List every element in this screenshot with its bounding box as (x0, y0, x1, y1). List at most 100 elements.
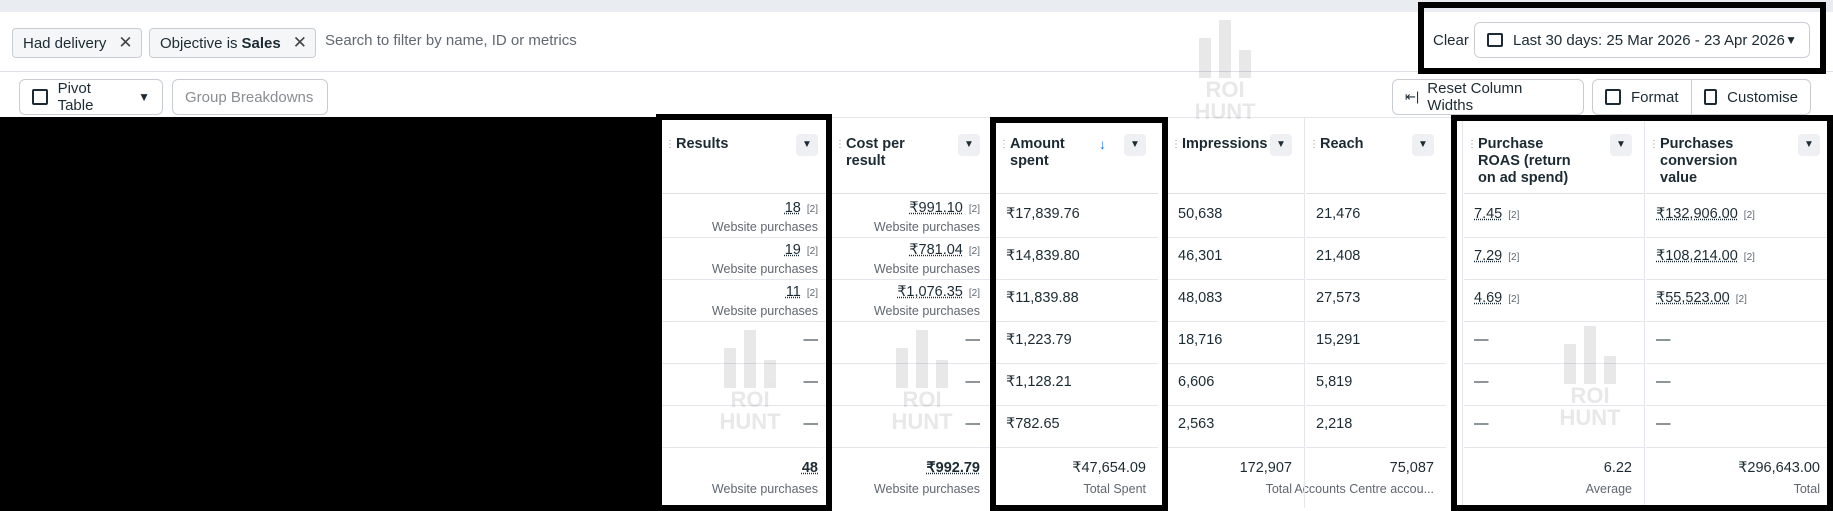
attribution-setting-badge[interactable]: [2] (1743, 210, 1755, 221)
cell-pcv[interactable]: ₹132,906.00 (1656, 206, 1738, 222)
column-header-results[interactable]: ⋮ Results ▼ (662, 118, 830, 194)
column-dropdown-icon[interactable]: ▼ (1412, 134, 1434, 156)
cell-results[interactable]: 18 (784, 200, 801, 216)
table-row: ₹782.65 (996, 406, 1158, 448)
table-row: 27,573 (1306, 280, 1446, 322)
cell-pcv: — (1656, 332, 1671, 348)
cell-value-container: ₹991.10 [2] (909, 200, 980, 216)
column-header-amount[interactable]: ⋮ Amount spent ↓ ▼ (996, 118, 1158, 194)
clear-button[interactable]: Clear (1433, 32, 1469, 49)
cell-value-container: — (966, 374, 981, 390)
total-sublabel: Average (1585, 482, 1632, 496)
attribution-setting-badge[interactable]: [2] (1743, 252, 1755, 263)
column-dropdown-icon[interactable]: ▼ (1124, 134, 1146, 156)
column-header-cost[interactable]: ⋮ Cost per result ▼ (832, 118, 992, 194)
cell-cost[interactable]: ₹991.10 (909, 200, 963, 216)
column-divider[interactable] (1166, 118, 1167, 508)
table-row: 21,476 (1306, 196, 1446, 238)
filter-chip-had-delivery[interactable]: Had delivery ✕ (12, 28, 142, 58)
drag-handle-icon[interactable]: ⋮ (835, 139, 845, 150)
table-row: 11 [2] Website purchases (662, 280, 830, 322)
cell-results[interactable]: 11 (785, 284, 801, 300)
search-input[interactable]: Search to filter by name, ID or metrics (325, 32, 577, 49)
cell-value-container: 4.69 [2] (1474, 290, 1519, 306)
cell-impressions: 50,638 (1178, 206, 1223, 222)
attribution-setting-badge[interactable]: [2] (806, 204, 818, 215)
customise-button[interactable]: Customise (1691, 79, 1811, 115)
reset-column-widths-button[interactable]: ⇤| Reset Column Widths (1392, 79, 1584, 115)
date-range-picker[interactable]: Last 30 days: 25 Mar 2026 - 23 Apr 2026 … (1474, 22, 1810, 58)
column-divider[interactable] (1462, 118, 1463, 508)
cell-value-container: 21,408 (1316, 248, 1360, 264)
table-row: ₹108,214.00 [2] (1646, 238, 1832, 280)
column-divider[interactable] (830, 118, 831, 508)
pivot-table-button[interactable]: Pivot Table ▼ (19, 79, 163, 115)
attribution-setting-badge[interactable]: [2] (1508, 252, 1520, 263)
drag-handle-icon[interactable]: ⋮ (665, 139, 675, 150)
column-roas: ⋮ Purchase ROAS (return on ad spend) ▼ 7.45… (1464, 118, 1644, 508)
column-header-label: Results (676, 136, 729, 152)
cell-cost: — (965, 332, 981, 348)
cell-amount: ₹14,839.80 (1006, 248, 1080, 264)
filter-chip-objective[interactable]: Objective is Sales ✕ (149, 28, 316, 58)
column-header-reach[interactable]: ⋮ Reach ▼ (1306, 118, 1446, 194)
cell-impressions: 48,083 (1178, 290, 1223, 306)
cell-value-container: 5,819 (1316, 374, 1352, 390)
cell-value-container: — (804, 374, 819, 390)
column-dropdown-icon[interactable]: ▼ (796, 134, 818, 156)
close-icon[interactable]: ✕ (118, 33, 133, 52)
filter-bar: Had delivery ✕ Objective is Sales ✕ Sear… (0, 12, 1833, 72)
attribution-setting-badge[interactable]: [2] (1508, 210, 1520, 221)
cell-results: — (803, 416, 819, 432)
column-header-roas[interactable]: ⋮ Purchase ROAS (return on ad spend) ▼ (1464, 118, 1644, 194)
drag-handle-icon[interactable]: ⋮ (999, 139, 1009, 150)
cell-roas[interactable]: 7.29 (1474, 248, 1503, 264)
total-results: 48 (801, 460, 818, 476)
table-row: 6,606 (1168, 364, 1304, 406)
table-row: 15,291 (1306, 322, 1446, 364)
column-dropdown-icon[interactable]: ▼ (1610, 134, 1632, 156)
attribution-setting-badge[interactable]: [2] (968, 288, 980, 299)
column-dropdown-icon[interactable]: ▼ (1798, 134, 1820, 156)
cell-value-container: — (1656, 416, 1671, 432)
cell-results[interactable]: 19 (784, 242, 801, 258)
attribution-setting-badge[interactable]: [2] (968, 246, 980, 257)
drag-handle-icon[interactable]: ⋮ (1171, 139, 1181, 150)
drag-handle-icon[interactable]: ⋮ (1649, 139, 1659, 150)
column-dropdown-icon[interactable]: ▼ (1270, 134, 1292, 156)
cell-roas[interactable]: 7.45 (1474, 206, 1503, 222)
cell-pcv[interactable]: ₹55,523.00 (1656, 290, 1730, 306)
close-icon[interactable]: ✕ (292, 33, 307, 52)
column-results: ⋮ Results ▼ 18 [2] Website purchases 19 [2] Webs… (662, 118, 830, 508)
column-dropdown-icon[interactable]: ▼ (958, 134, 980, 156)
cell-value-container: — (966, 332, 981, 348)
totals-row: ₹992.79 Website purchases (832, 448, 992, 508)
group-breakdowns-button[interactable]: Group Breakdowns (172, 79, 328, 115)
totals-row: 75,087 Accounts Centre accou... (1294, 448, 1446, 508)
cell-cost[interactable]: ₹1,076.35 (897, 284, 963, 300)
attribution-setting-badge[interactable]: [2] (968, 204, 980, 215)
cell-roas[interactable]: 4.69 (1474, 290, 1503, 306)
attribution-setting-badge[interactable]: [2] (1508, 294, 1520, 305)
data-table: ⋮ Results ▼ 18 [2] Website purchases 19 [2] Webs… (662, 118, 1833, 511)
column-header-pcv[interactable]: ⋮ Purchases conversion value ▼ (1646, 118, 1832, 194)
column-divider[interactable] (1304, 118, 1305, 508)
column-divider[interactable] (1644, 118, 1645, 508)
cell-pcv[interactable]: ₹108,214.00 (1656, 248, 1738, 264)
column-header-label: Impressions (1182, 136, 1268, 152)
format-button[interactable]: Format (1592, 79, 1692, 115)
totals-row: 172,907 Total (1168, 448, 1304, 508)
cell-sublabel: Website purchases (711, 262, 818, 276)
attribution-setting-badge[interactable]: [2] (806, 288, 818, 299)
attribution-setting-badge[interactable]: [2] (806, 246, 818, 257)
filter-chip-label: Had delivery (23, 34, 107, 52)
drag-handle-icon[interactable]: ⋮ (1309, 139, 1319, 150)
cell-reach: 2,218 (1316, 416, 1353, 432)
sort-arrow-icon[interactable]: ↓ (1099, 136, 1106, 152)
cell-reach: 21,476 (1316, 206, 1361, 222)
column-divider[interactable] (994, 118, 995, 508)
column-header-impressions[interactable]: ⋮ Impressions ▼ (1168, 118, 1304, 194)
cell-cost[interactable]: ₹781.04 (909, 242, 963, 258)
attribution-setting-badge[interactable]: [2] (1735, 294, 1747, 305)
drag-handle-icon[interactable]: ⋮ (1467, 139, 1477, 150)
